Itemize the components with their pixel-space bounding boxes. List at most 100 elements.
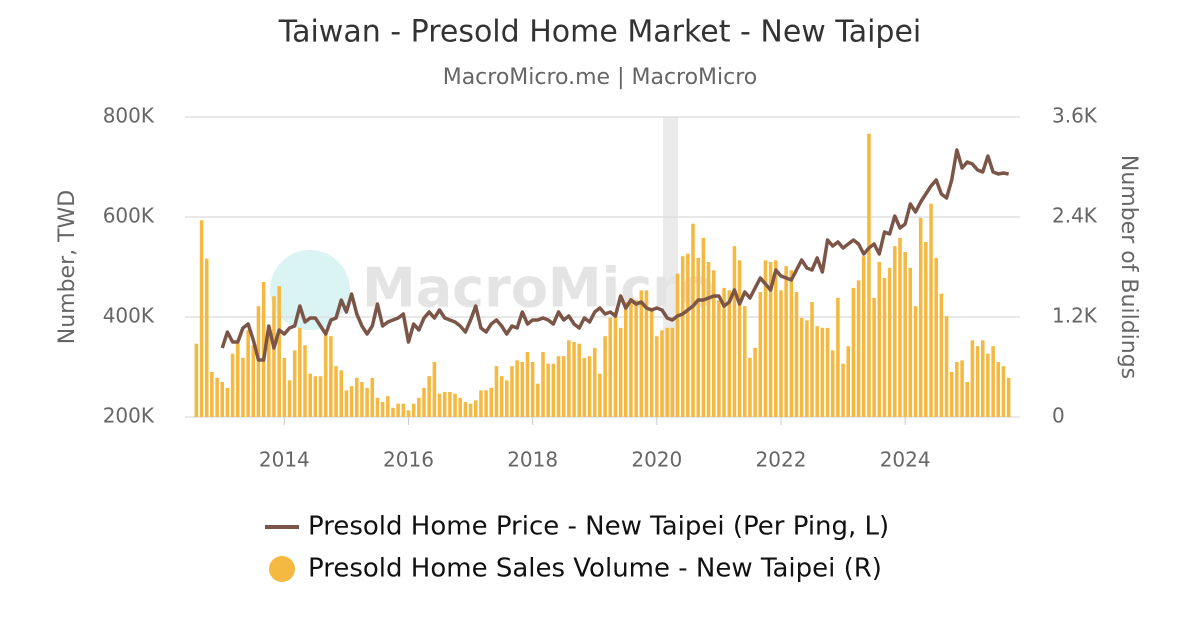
bar [442,392,447,417]
bar [774,260,778,417]
legend-label: Presold Home Sales Volume - New Taipei (… [308,554,882,584]
bar [510,366,514,417]
y-axis-label: Number, TWD [55,190,80,345]
x-tick-label: 2024 [880,448,931,472]
bar [675,273,680,417]
bar [680,256,685,417]
bar [303,345,307,417]
bar [861,256,866,417]
bar [1001,366,1006,417]
bar [210,372,214,417]
bar [711,270,716,417]
bar [246,330,250,417]
legend-swatch [269,556,295,582]
bar [696,257,701,417]
bar [235,340,240,417]
bar [380,402,385,417]
bar [634,300,638,417]
bar [334,366,338,417]
bar [556,356,561,417]
bar [810,302,814,417]
bar [489,387,494,417]
bar [241,357,245,417]
bar [329,336,333,417]
bar [939,293,944,417]
bar [308,373,312,417]
bar [427,376,431,417]
bar [406,410,411,417]
bar [613,312,618,417]
bar [748,357,752,417]
bar [991,346,995,417]
bar [323,330,328,417]
bar [448,392,452,417]
bar [970,340,975,417]
bar [561,356,566,417]
bar [975,346,980,417]
bar [898,237,902,417]
bar [918,217,923,417]
bar [287,380,292,417]
bar [349,386,354,417]
x-tick-label: 2014 [259,448,310,472]
bar [846,346,850,417]
chart-subtitle: MacroMicro.me | MacroMicro [443,65,758,90]
bar [877,262,882,417]
x-tick-label: 2022 [756,448,807,472]
bar [706,262,711,417]
bar [587,356,592,417]
bar [887,267,892,417]
bar [655,336,659,417]
bar [515,360,519,417]
bar [924,242,928,417]
bar [251,345,256,417]
watermark-logo [270,250,350,330]
bar [629,297,633,417]
bar [960,360,964,417]
bar [530,362,535,417]
bar [391,407,395,417]
bar [644,290,649,417]
bar [949,372,954,417]
bar [996,362,1001,417]
bar [541,352,545,417]
bar [934,257,938,417]
bar [355,377,359,417]
bar [598,373,602,417]
bar [986,353,990,417]
bar [1006,377,1011,417]
bar [882,277,887,417]
bar [339,370,344,417]
bar [815,326,819,417]
x-tick-label: 2016 [383,448,434,472]
bar [603,336,607,417]
y2-tick-label: 2.4K [1052,204,1098,228]
chart-title: Taiwan - Presold Home Market - New Taipe… [278,15,922,50]
bar [799,317,804,417]
y-tick-label: 200K [103,404,155,428]
bar [893,246,897,417]
bar [753,347,757,417]
bar [660,330,664,417]
bar [722,287,726,417]
bar [768,262,773,417]
y2-tick-label: 0 [1052,404,1065,428]
bar [277,286,281,417]
bar [468,403,473,417]
bar [230,353,235,417]
bar [417,397,421,417]
bar [805,320,809,417]
bar [396,403,400,417]
bar [763,260,768,417]
bar [375,397,380,417]
bar [473,400,478,417]
bar [199,220,204,417]
bar [551,363,556,417]
bar [225,387,230,417]
bar [432,362,437,417]
bar [504,380,509,417]
bar [546,363,550,417]
bar [856,280,861,417]
bar [608,317,613,417]
bar [582,357,587,417]
